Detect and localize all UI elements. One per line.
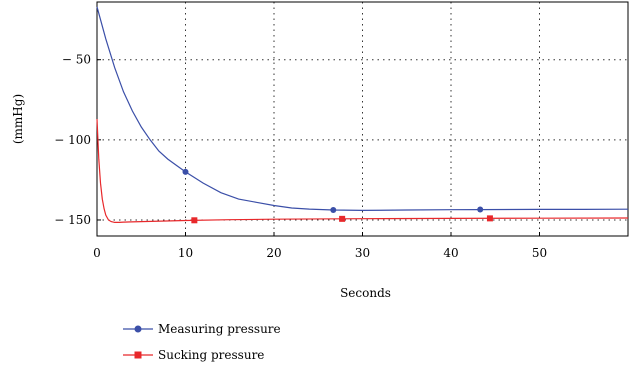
legend-label-measuring: Measuring pressure xyxy=(158,322,281,336)
x-tick-label: 30 xyxy=(355,246,370,260)
series-line-0 xyxy=(96,6,629,212)
legend-marker-sucking xyxy=(134,351,142,359)
x-axis-label: Seconds xyxy=(340,286,391,300)
y-tick-label: − 150 xyxy=(54,213,91,227)
series-1-point xyxy=(339,215,346,222)
axis-ticks: 0 10 20 30 40 50 − 50 − 100 − 150 xyxy=(54,53,547,260)
series-lines xyxy=(96,6,629,224)
x-tick-label: 40 xyxy=(443,246,458,260)
series-0-point xyxy=(330,207,337,214)
series-0-point xyxy=(477,206,484,213)
legend-item-measuring: Measuring pressure xyxy=(123,322,281,336)
y-axis-label: (mmHg) xyxy=(11,94,25,144)
y-tick-label: − 100 xyxy=(54,133,91,147)
legend-item-sucking: Sucking pressure xyxy=(123,348,264,362)
y-tick-label: − 50 xyxy=(62,53,91,67)
series-1-point xyxy=(191,217,198,224)
series-1-point xyxy=(486,215,493,222)
x-tick-label: 50 xyxy=(532,246,547,260)
x-tick-label: 20 xyxy=(266,246,281,260)
x-tick-label: 0 xyxy=(93,246,101,260)
legend-label-sucking: Sucking pressure xyxy=(158,348,264,362)
x-tick-label: 10 xyxy=(178,246,193,260)
legend: Measuring pressure Sucking pressure xyxy=(123,322,281,362)
grid-lines xyxy=(97,2,628,236)
series-line-1 xyxy=(96,118,629,223)
series-0-point xyxy=(182,168,189,175)
legend-marker-measuring xyxy=(134,325,142,333)
